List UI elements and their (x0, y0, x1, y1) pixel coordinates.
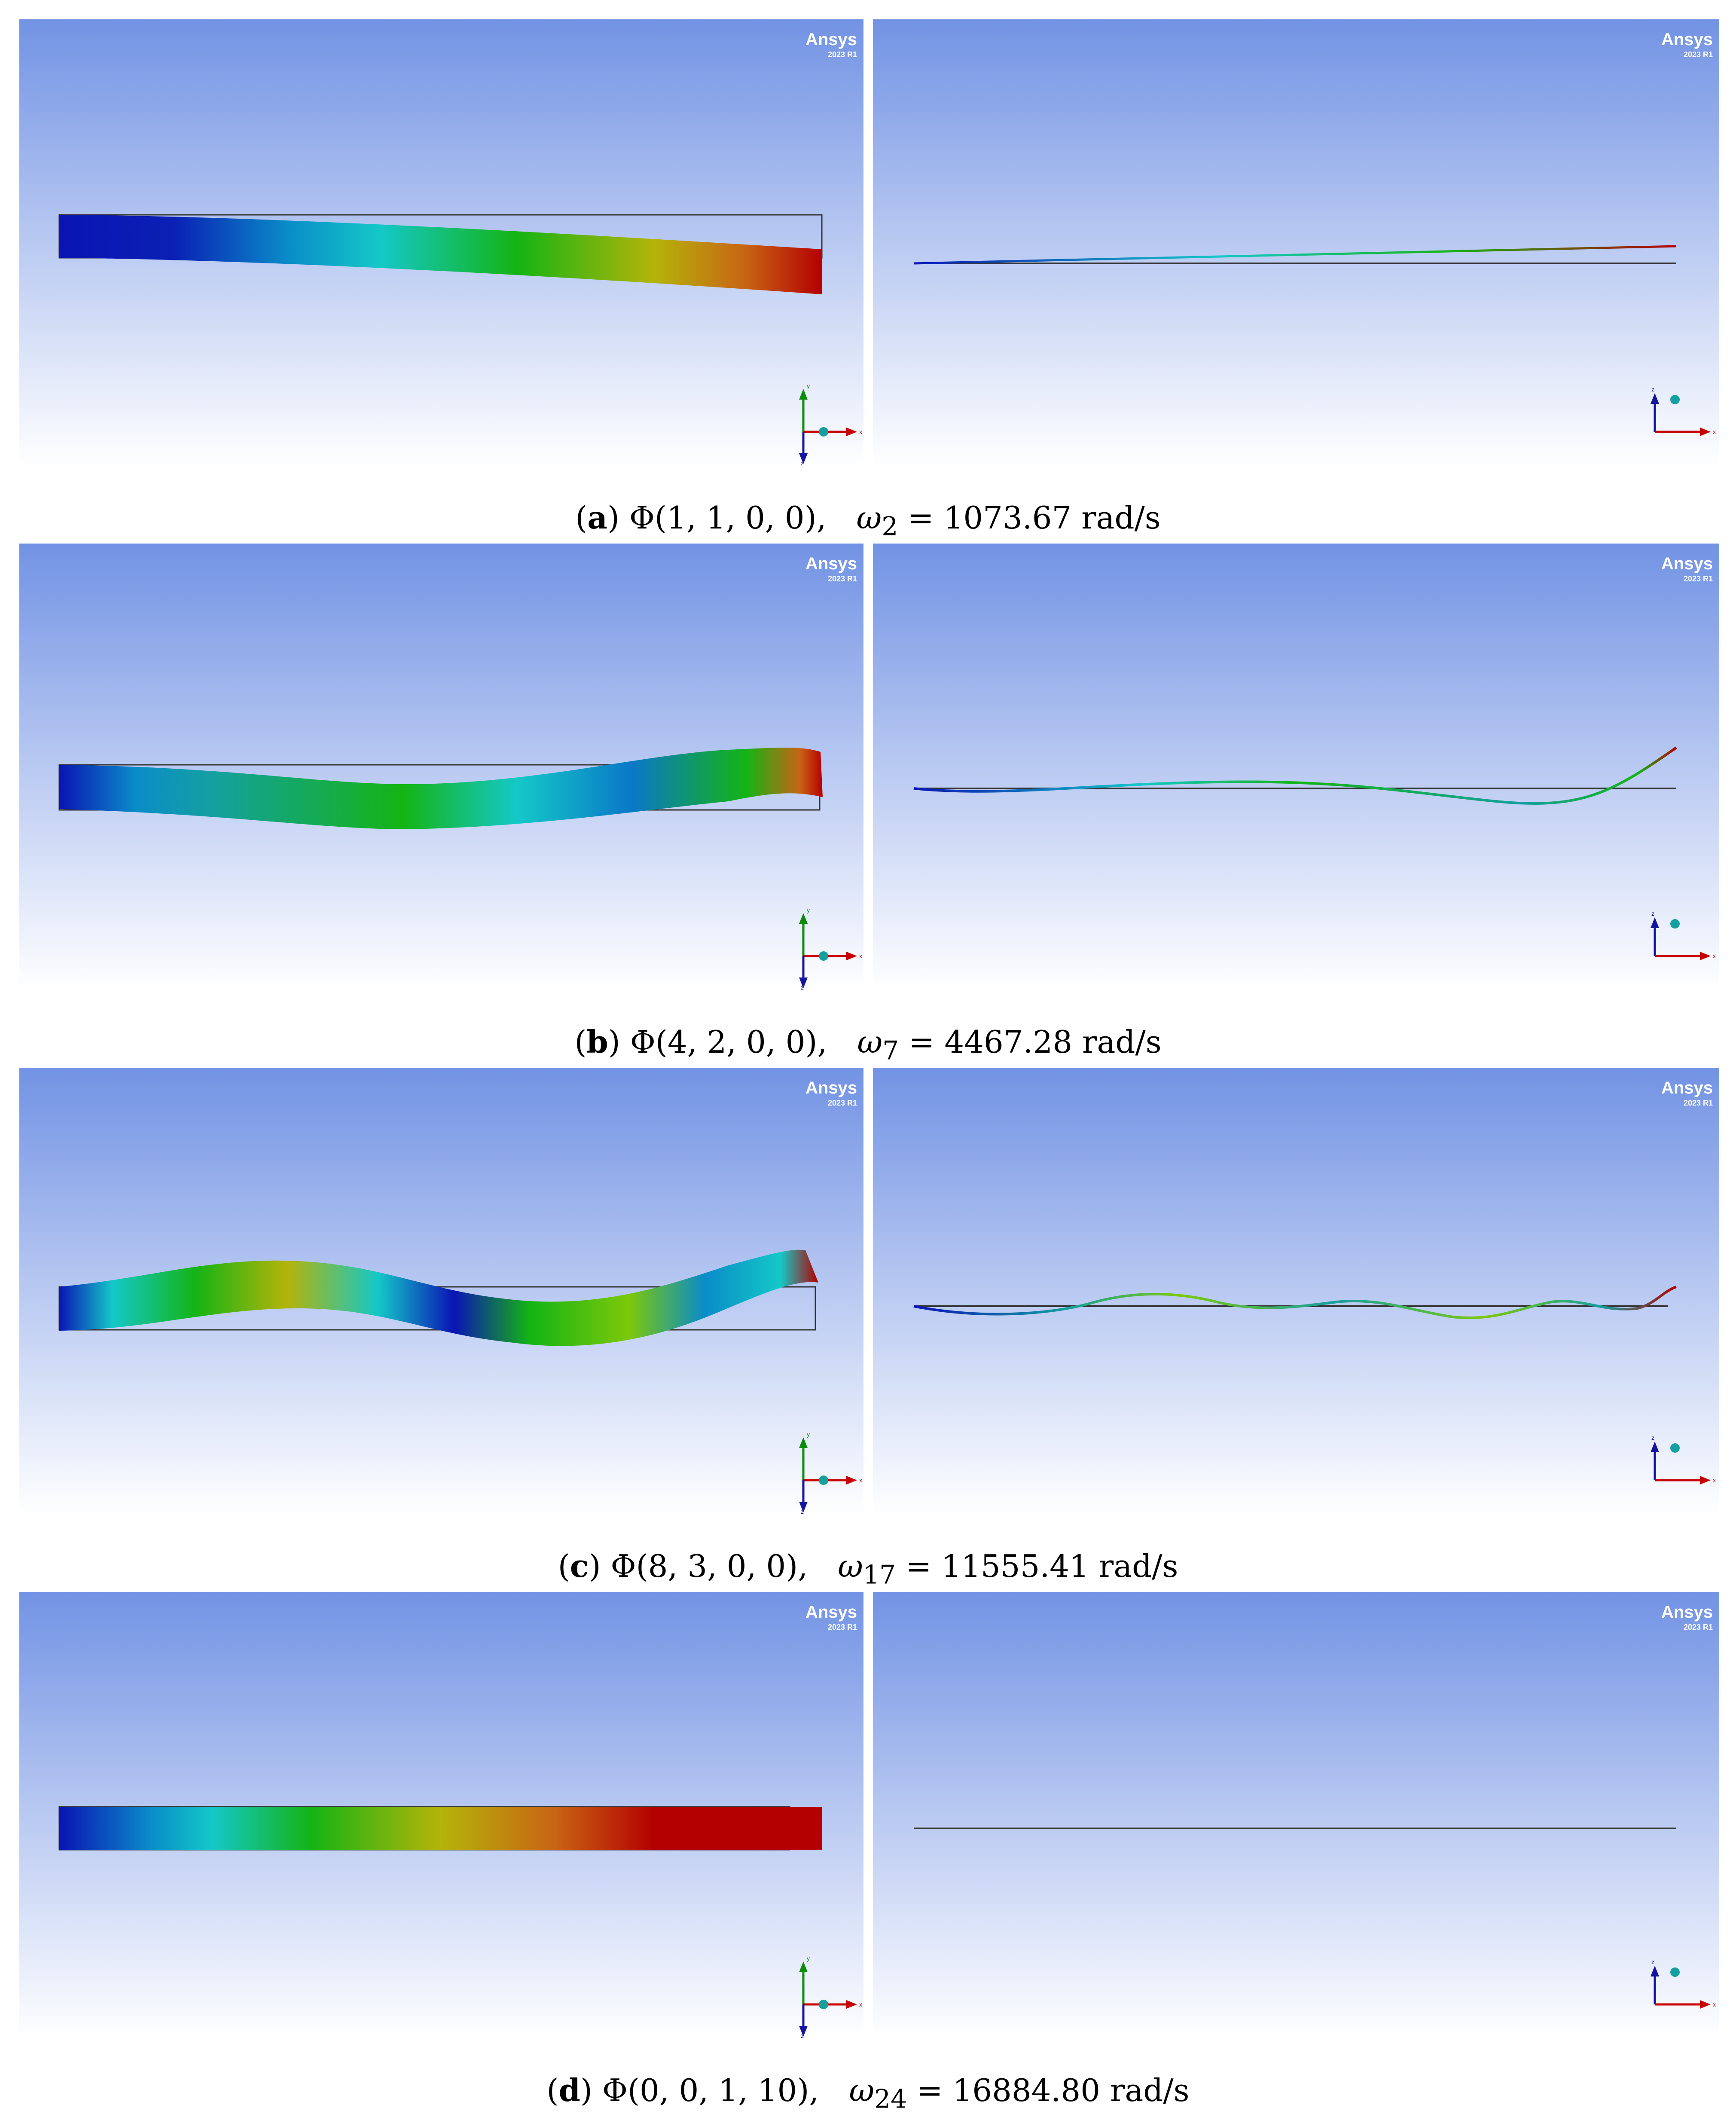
axis-triad: y x z (799, 1955, 862, 2039)
panel-a-front: Ansys 2023 R1 y x z (19, 19, 863, 466)
caption-b: (b) Φ(4, 2, 0, 0), ω7 = 4467.28 rad/s (574, 1023, 1162, 1066)
svg-text:x: x (1713, 428, 1716, 435)
svg-text:x: x (1713, 2001, 1716, 2008)
deformed-beam-side (913, 245, 1677, 265)
svg-text:2023 R1: 2023 R1 (828, 1623, 857, 1631)
axis-triad: z x (1651, 1958, 1716, 2009)
deformed-beam-side (913, 746, 1677, 805)
svg-text:Ansys: Ansys (805, 554, 857, 573)
svg-text:y: y (807, 1431, 810, 1438)
panel-a-side: Ansys 2023 R1 z x (873, 19, 1719, 466)
axis-triad: y x z (799, 382, 862, 466)
svg-text:Ansys: Ansys (805, 1078, 857, 1097)
caption-d: (d) Φ(0, 0, 1, 10), ω24 = 16884.80 rad/s (546, 2072, 1190, 2114)
svg-text:x: x (1713, 953, 1716, 959)
axis-triad: y x z (799, 907, 862, 990)
svg-text:x: x (859, 2001, 862, 2008)
svg-text:Ansys: Ansys (1661, 1603, 1713, 1622)
svg-text:z: z (801, 2032, 804, 2039)
axis-triad: z x (1651, 1434, 1716, 1485)
svg-text:2023 R1: 2023 R1 (828, 1099, 857, 1107)
svg-text:z: z (801, 460, 804, 466)
ansys-watermark: Ansys 2023 R1 (805, 1078, 857, 1107)
panel-c-side: Ansys 2023 R1 z x (873, 1068, 1719, 1515)
deformed-beam (59, 1249, 818, 1346)
svg-text:z: z (1651, 910, 1654, 917)
svg-text:2023 R1: 2023 R1 (1684, 1099, 1713, 1107)
svg-text:Ansys: Ansys (1661, 30, 1713, 49)
deformed-beam (59, 748, 823, 829)
svg-text:2023 R1: 2023 R1 (1684, 50, 1713, 59)
svg-text:z: z (801, 984, 804, 990)
ansys-watermark: Ansys 2023 R1 (1661, 1603, 1713, 1631)
viewport-background (873, 1068, 1719, 1515)
panel-b-side: Ansys 2023 R1 z x (873, 544, 1719, 990)
axis-triad: z x (1651, 910, 1716, 960)
svg-text:y: y (807, 907, 810, 913)
svg-text:2023 R1: 2023 R1 (1684, 1623, 1713, 1631)
svg-text:x: x (1713, 1477, 1716, 1484)
ansys-watermark: Ansys 2023 R1 (805, 30, 857, 59)
panel-c-front: Ansys 2023 R1 y x z (19, 1068, 863, 1515)
svg-text:Ansys: Ansys (805, 30, 857, 49)
svg-text:Ansys: Ansys (1661, 1078, 1713, 1097)
svg-text:2023 R1: 2023 R1 (828, 50, 857, 59)
viewport-background (873, 19, 1719, 466)
axis-triad: z x (1651, 386, 1716, 436)
ansys-watermark: Ansys 2023 R1 (1661, 1078, 1713, 1107)
viewport-background (873, 1592, 1719, 2039)
svg-text:y: y (807, 382, 810, 389)
svg-text:z: z (1651, 1434, 1654, 1441)
svg-text:2023 R1: 2023 R1 (828, 574, 857, 583)
ansys-watermark: Ansys 2023 R1 (805, 554, 857, 583)
svg-text:2023 R1: 2023 R1 (1684, 574, 1713, 583)
panel-d-side: Ansys 2023 R1 z x (873, 1592, 1719, 2039)
ansys-watermark: Ansys 2023 R1 (1661, 554, 1713, 583)
svg-text:x: x (859, 428, 862, 435)
svg-text:y: y (807, 1955, 810, 1962)
svg-text:z: z (1651, 386, 1654, 393)
deformed-beam-side (913, 1286, 1677, 1319)
svg-text:z: z (801, 1508, 804, 1515)
axis-triad: y x z (799, 1431, 862, 1515)
svg-text:x: x (859, 953, 862, 959)
deformed-beam (59, 215, 822, 294)
viewport-background (873, 544, 1719, 990)
svg-text:Ansys: Ansys (805, 1603, 857, 1622)
deformed-beam (59, 1807, 822, 1850)
panel-b-front: Ansys 2023 R1 y x z (19, 544, 863, 990)
caption-c: (c) Φ(8, 3, 0, 0), ω17 = 11555.41 rad/s (558, 1548, 1178, 1590)
panel-d-front: Ansys 2023 R1 y x z (19, 1592, 863, 2039)
caption-a: (a) Φ(1, 1, 0, 0), ω2 = 1073.67 rad/s (575, 499, 1161, 542)
svg-text:z: z (1651, 1958, 1654, 1965)
ansys-watermark: Ansys 2023 R1 (1661, 30, 1713, 59)
svg-text:Ansys: Ansys (1661, 554, 1713, 573)
ansys-watermark: Ansys 2023 R1 (805, 1603, 857, 1631)
svg-text:x: x (859, 1477, 862, 1484)
